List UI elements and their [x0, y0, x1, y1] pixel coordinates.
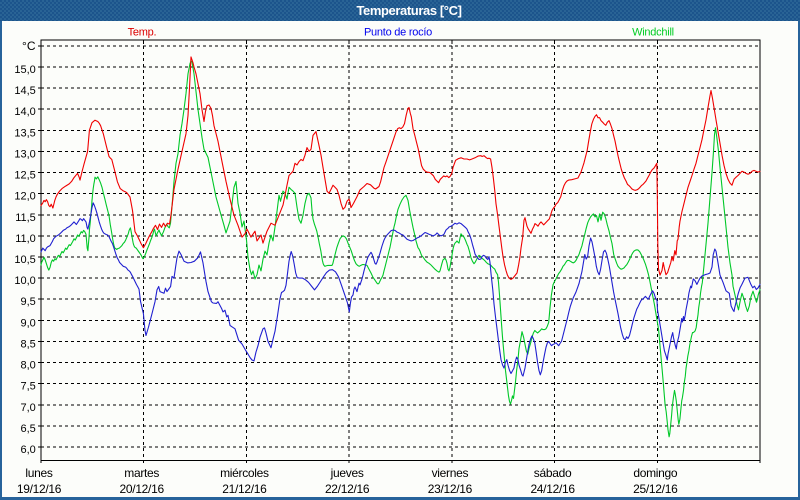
svg-text:12,0: 12,0	[14, 191, 35, 203]
svg-text:Temp.: Temp.	[128, 27, 157, 39]
svg-text:6,5: 6,5	[21, 423, 36, 435]
svg-text:22/12/16: 22/12/16	[325, 482, 370, 496]
svg-text:13,5: 13,5	[14, 127, 35, 139]
svg-text:24/12/16: 24/12/16	[530, 482, 575, 496]
svg-text:15,0: 15,0	[14, 64, 35, 76]
svg-text:sábado: sábado	[534, 466, 572, 480]
svg-text:9,0: 9,0	[21, 317, 36, 329]
svg-text:jueves: jueves	[330, 466, 364, 480]
svg-text:8,0: 8,0	[21, 360, 36, 372]
svg-text:miércoles: miércoles	[220, 466, 269, 480]
svg-text:23/12/16: 23/12/16	[428, 482, 473, 496]
svg-text:10,5: 10,5	[14, 254, 35, 266]
svg-text:12,5: 12,5	[14, 170, 35, 182]
svg-text:10,0: 10,0	[14, 275, 35, 287]
svg-text:°C: °C	[22, 39, 36, 53]
svg-text:Windchill: Windchill	[632, 27, 674, 39]
svg-text:lunes: lunes	[25, 466, 52, 480]
svg-text:20/12/16: 20/12/16	[120, 482, 165, 496]
svg-text:7,0: 7,0	[21, 402, 36, 414]
svg-text:25/12/16: 25/12/16	[633, 482, 678, 496]
svg-text:21/12/16: 21/12/16	[222, 482, 267, 496]
svg-text:Punto de rocío: Punto de rocío	[364, 27, 432, 39]
svg-text:14,0: 14,0	[14, 106, 35, 118]
svg-text:13,0: 13,0	[14, 148, 35, 160]
svg-text:martes: martes	[124, 466, 159, 480]
svg-text:11,0: 11,0	[15, 233, 36, 245]
svg-text:8,5: 8,5	[21, 338, 36, 350]
svg-text:14,5: 14,5	[14, 85, 35, 97]
svg-text:7,5: 7,5	[21, 381, 36, 393]
svg-text:domingo: domingo	[633, 466, 678, 480]
svg-text:11,5: 11,5	[15, 212, 36, 224]
svg-text:19/12/16: 19/12/16	[17, 482, 62, 496]
svg-text:6,0: 6,0	[21, 444, 36, 456]
svg-text:viernes: viernes	[432, 466, 469, 480]
svg-text:9,5: 9,5	[21, 296, 36, 308]
